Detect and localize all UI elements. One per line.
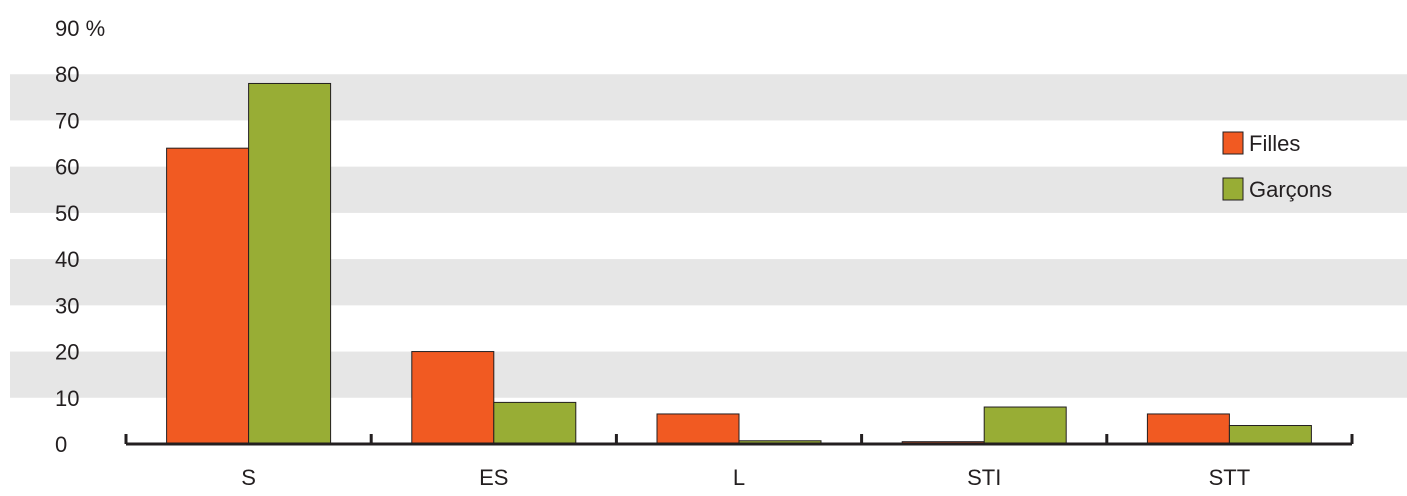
bar-garons-es bbox=[493, 401, 577, 445]
bar-garons-s bbox=[248, 82, 332, 445]
bar-filles-stt bbox=[1146, 413, 1230, 445]
y-axis-ticks: 0 10 20 30 40 50 60 70 80 90 % bbox=[55, 16, 105, 457]
legend-swatch bbox=[1222, 131, 1244, 155]
bar-garons-sti bbox=[983, 406, 1067, 445]
y-tick-label: 0 bbox=[55, 432, 67, 457]
y-tick-label: 90 % bbox=[55, 16, 105, 41]
y-tick-label: 60 bbox=[55, 155, 79, 180]
bar-filles-es bbox=[411, 351, 495, 445]
legend-label: Filles bbox=[1249, 131, 1300, 156]
x-tick-label: L bbox=[733, 465, 745, 490]
x-tick-label: ES bbox=[479, 465, 508, 490]
y-tick-label: 70 bbox=[55, 108, 79, 133]
grid-bands bbox=[10, 74, 1407, 398]
x-tick-label: STI bbox=[967, 465, 1001, 490]
bar-filles-s bbox=[166, 147, 250, 445]
y-tick-label: 10 bbox=[55, 386, 79, 411]
legend-label: Garçons bbox=[1249, 177, 1332, 202]
legend: Filles Garçons bbox=[1222, 131, 1332, 202]
y-tick-label: 30 bbox=[55, 293, 79, 318]
x-axis: S ES L STI STT bbox=[124, 434, 1354, 490]
grid-band bbox=[10, 74, 1407, 121]
bar-garons-stt bbox=[1228, 425, 1312, 445]
y-tick-label: 20 bbox=[55, 340, 79, 365]
y-tick-label: 40 bbox=[55, 247, 79, 272]
y-tick-label: 80 bbox=[55, 62, 79, 87]
bars bbox=[166, 82, 1312, 445]
bar-filles-l bbox=[656, 413, 740, 445]
legend-swatch bbox=[1222, 177, 1244, 201]
x-tick-label: S bbox=[241, 465, 256, 490]
y-tick-label: 50 bbox=[55, 201, 79, 226]
x-tick-label: STT bbox=[1209, 465, 1251, 490]
